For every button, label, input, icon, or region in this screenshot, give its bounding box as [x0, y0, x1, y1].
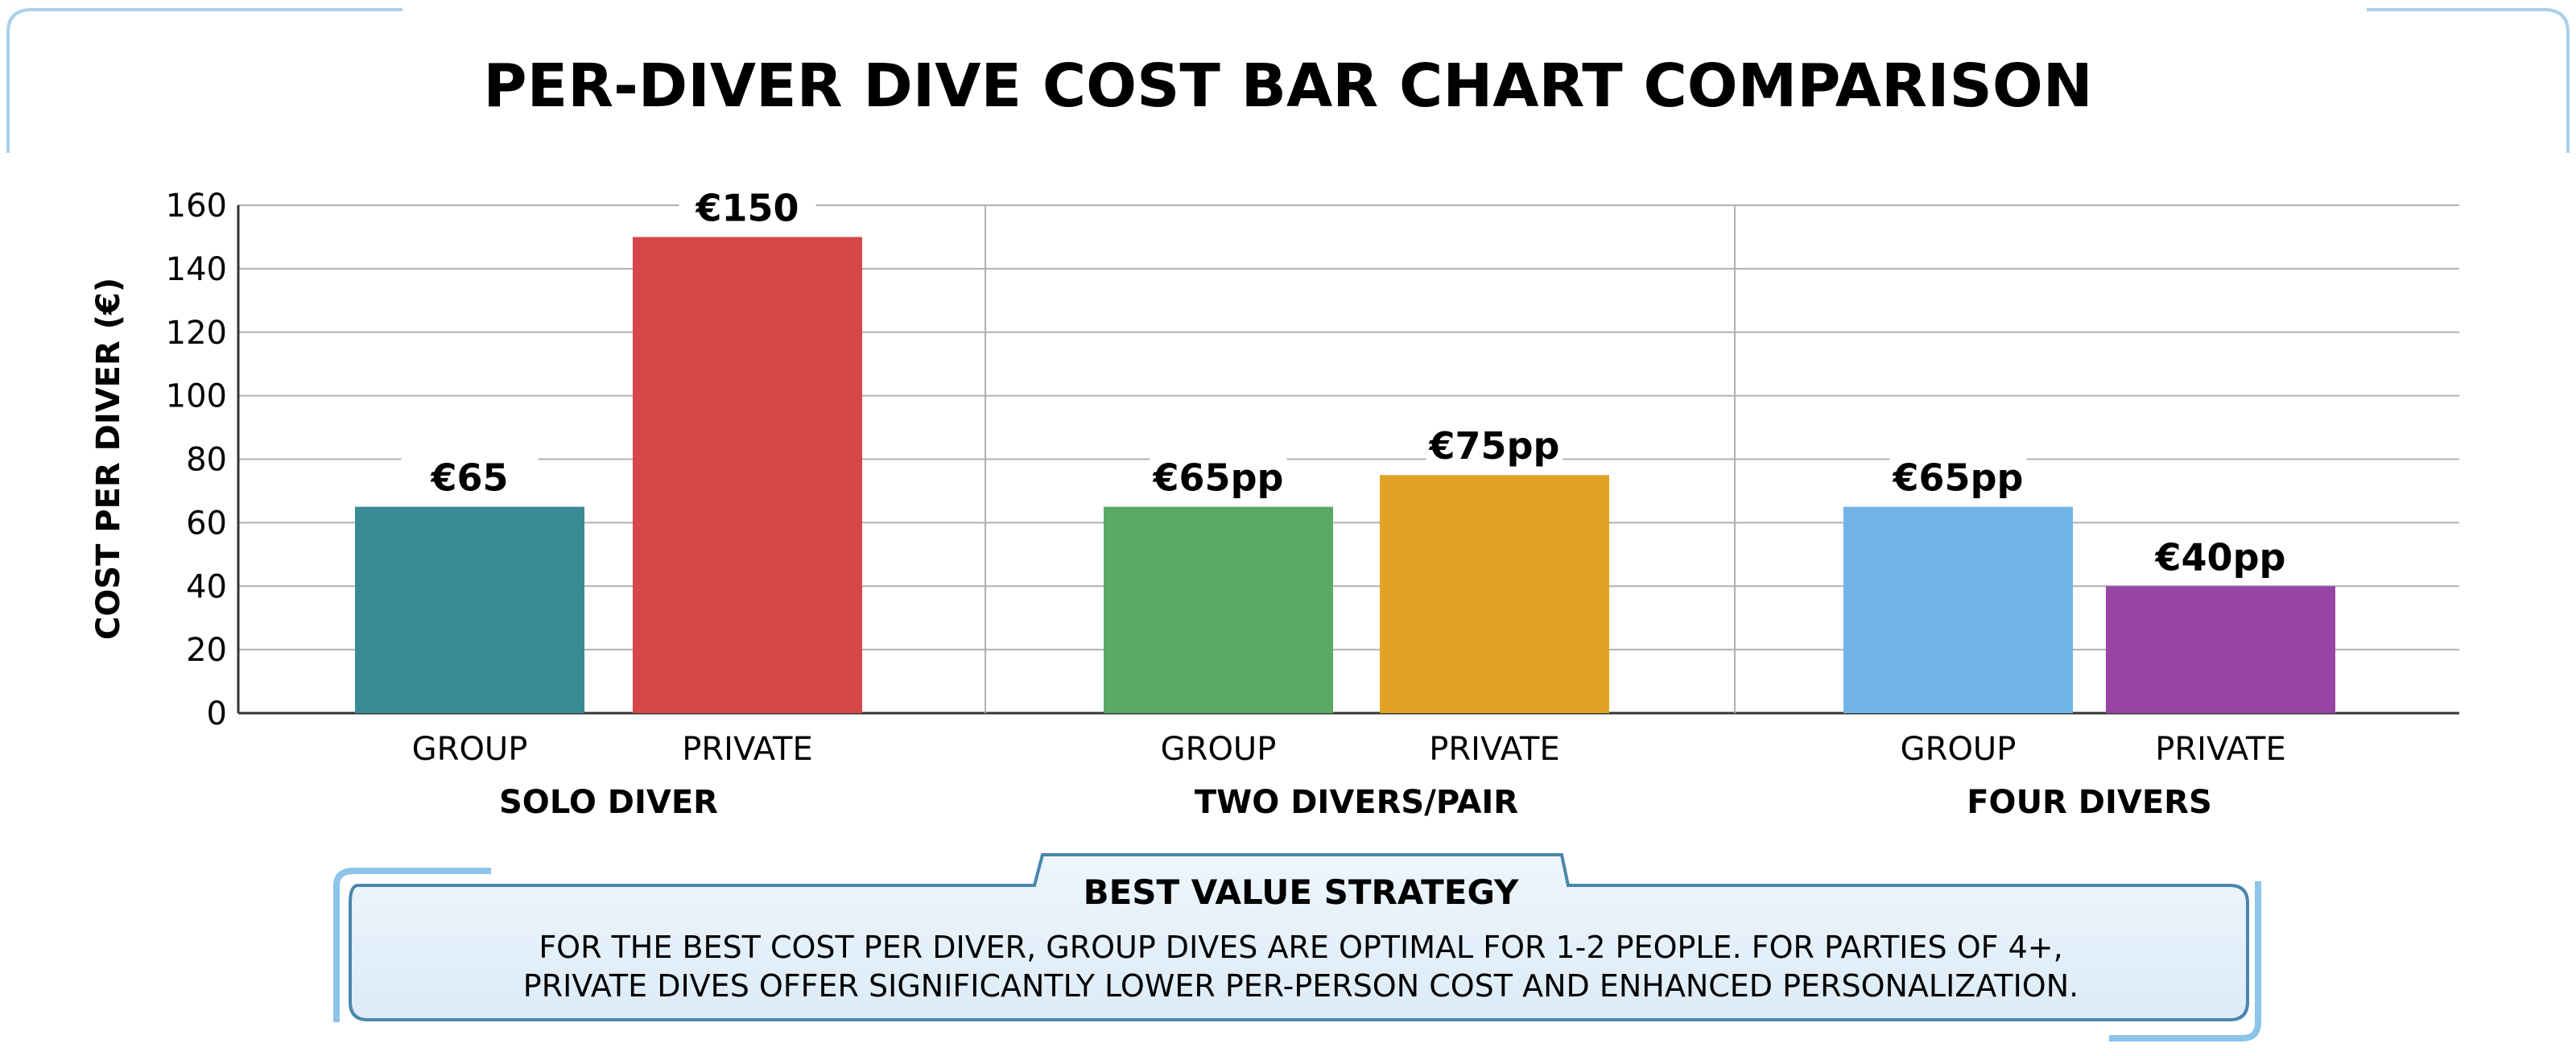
note-line-1: FOR THE BEST COST PER DIVER, GROUP DIVES… [539, 930, 2062, 965]
data-label: €75pp [1429, 424, 1560, 468]
chart-title: PER-DIVER DIVE COST BAR CHART COMPARISON [483, 52, 2092, 121]
bar-0-1 [633, 237, 862, 713]
data-label-bg [1426, 425, 1563, 466]
category-label: PRIVATE [2155, 731, 2285, 768]
data-label: €65pp [1893, 456, 2024, 500]
category-label: PRIVATE [682, 731, 812, 768]
note-box: BEST VALUE STRATEGY FOR THE BEST COST PE… [333, 853, 2261, 1042]
data-label: €150 [695, 186, 799, 229]
decorative-frame-top-left [6, 8, 402, 153]
bar-0-0 [355, 506, 584, 713]
y-axis-label: COST PER DIVER (€) [90, 278, 127, 640]
note-line-2: PRIVATE DIVES OFFER SIGNIFICANTLY LOWER … [523, 968, 2079, 1004]
data-label: €65pp [1153, 456, 1284, 500]
y-tick-label: 20 [186, 632, 227, 669]
category-label: GROUP [412, 731, 528, 768]
data-label: €40pp [2155, 535, 2286, 579]
bar-2-0 [1843, 506, 2073, 713]
y-tick-label: 160 [166, 188, 227, 225]
bar-1-1 [1380, 475, 1609, 713]
bar-2-1 [2106, 586, 2335, 713]
group-label: TWO DIVERS/PAIR [1195, 784, 1518, 821]
data-label: €65 [430, 456, 508, 500]
data-label-bg [1889, 456, 2027, 497]
data-label-bg [2152, 536, 2289, 577]
y-tick-label: 100 [166, 378, 227, 415]
group-label: FOUR DIVERS [1967, 784, 2212, 821]
data-label-bg [1150, 456, 1287, 497]
data-label-bg [401, 456, 539, 497]
bar-1-0 [1104, 506, 1333, 713]
decorative-frame-top-right [2367, 8, 2570, 153]
y-tick-label: 80 [186, 442, 227, 479]
group-label: SOLO DIVER [499, 784, 718, 821]
y-tick-label: 140 [166, 251, 227, 288]
category-label: GROUP [1161, 731, 1277, 768]
y-tick-label: 0 [207, 695, 227, 732]
category-label: PRIVATE [1429, 731, 1559, 768]
data-label-bg [679, 187, 816, 228]
y-tick-label: 120 [166, 315, 227, 352]
y-tick-label: 40 [186, 568, 227, 605]
note-heading: BEST VALUE STRATEGY [1084, 872, 1519, 912]
category-label: GROUP [1901, 731, 2017, 768]
y-tick-label: 60 [186, 505, 227, 542]
